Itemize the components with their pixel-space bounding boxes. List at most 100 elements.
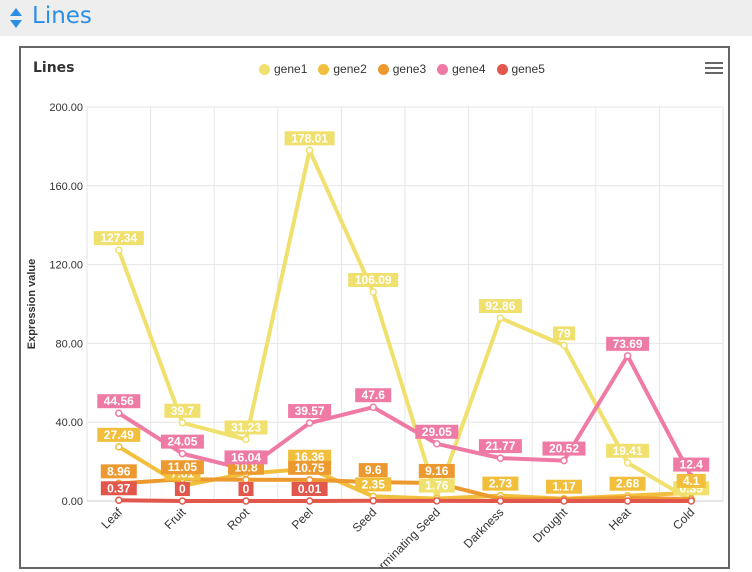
- data-point-gene5: [115, 496, 123, 505]
- chart-legend: gene1 gene2 gene3 gene4 gene5: [259, 60, 556, 78]
- legend-marker: [437, 63, 449, 75]
- series-line-gene4: [116, 353, 694, 479]
- data-point-gene4: [115, 409, 123, 417]
- data-point-gene5: [178, 497, 187, 505]
- svg-text:39.57: 39.57: [295, 404, 325, 418]
- data-label-gene4: 24.05: [160, 434, 204, 449]
- data-label-gene3: 9.6: [358, 463, 388, 478]
- legend-item-gene5[interactable]: gene5: [496, 60, 545, 78]
- sort-toggle-icon[interactable]: [9, 7, 23, 29]
- svg-text:2.35: 2.35: [362, 477, 386, 491]
- svg-text:2.68: 2.68: [616, 477, 640, 491]
- data-point-gene5: [496, 497, 505, 505]
- data-label-gene5: 0: [174, 482, 190, 496]
- data-point-gene1: [178, 419, 187, 427]
- legend-item-gene3[interactable]: gene3: [377, 60, 427, 78]
- data-label-gene5: 0: [238, 482, 254, 496]
- svg-text:1.17: 1.17: [552, 480, 576, 494]
- svg-text:19.41: 19.41: [613, 444, 643, 458]
- svg-text:0.01: 0.01: [298, 482, 322, 496]
- legend-marker: [259, 63, 270, 75]
- data-label-gene1: 79: [553, 326, 575, 341]
- data-label-gene4: 39.57: [288, 404, 332, 419]
- svg-text:16.04: 16.04: [231, 450, 261, 464]
- data-point-gene1: [369, 288, 377, 296]
- data-label-gene2: 27.49: [97, 427, 141, 442]
- y-tick-label: 80.00: [55, 338, 83, 350]
- chart-title: Lines: [33, 60, 75, 76]
- svg-text:2.73: 2.73: [489, 477, 513, 491]
- data-label-gene2: 2.73: [482, 476, 519, 491]
- data-label-gene2: 2.68: [609, 476, 646, 491]
- data-point-gene4: [496, 454, 505, 462]
- data-point-gene1: [623, 459, 632, 467]
- data-label-gene1: 1.76: [418, 478, 455, 493]
- data-label-gene2: 2.35: [355, 477, 392, 492]
- x-tick-label: Heat: [606, 505, 634, 533]
- svg-text:178.01: 178.01: [291, 131, 328, 145]
- data-point-gene1: [560, 341, 568, 350]
- page-title: Lines: [32, 3, 92, 29]
- data-label-gene3: 8.96: [100, 464, 137, 479]
- data-point-gene5: [369, 497, 377, 505]
- svg-text:21.77: 21.77: [485, 439, 515, 453]
- data-label-gene1: 19.41: [606, 443, 650, 458]
- data-point-gene1: [305, 146, 314, 155]
- svg-text:27.49: 27.49: [104, 428, 134, 442]
- svg-text:106.09: 106.09: [355, 273, 392, 287]
- x-tick-label: Darkness: [461, 505, 507, 551]
- svg-text:79: 79: [557, 326, 571, 340]
- data-label-gene4: 44.56: [97, 394, 141, 409]
- legend-item-gene2[interactable]: gene2: [318, 60, 367, 78]
- data-label-gene4: 73.69: [606, 336, 650, 351]
- page-header: Lines: [0, 0, 752, 36]
- data-label-gene1: 106.09: [348, 273, 399, 288]
- x-tick-label: Peel: [289, 505, 316, 532]
- svg-text:1.76: 1.76: [425, 479, 449, 493]
- x-tick-label: Root: [224, 505, 252, 533]
- x-tick-label: Leaf: [99, 505, 126, 532]
- data-point-gene4: [560, 456, 568, 465]
- svg-text:16.36: 16.36: [295, 450, 325, 464]
- data-label-gene4: 21.77: [478, 439, 522, 454]
- data-point-gene4: [623, 352, 632, 360]
- svg-text:92.86: 92.86: [485, 299, 515, 313]
- series-line-gene5: [116, 498, 694, 503]
- legend-label: gene2: [333, 62, 367, 76]
- y-tick-label: 200.00: [49, 102, 83, 114]
- data-label-gene1: 31.23: [224, 420, 268, 435]
- legend-label: gene3: [392, 62, 427, 76]
- svg-text:11.05: 11.05: [168, 460, 198, 474]
- svg-text:0: 0: [243, 482, 250, 496]
- hamburger-menu-icon[interactable]: [705, 62, 723, 76]
- series-line-gene1: [116, 148, 694, 503]
- data-point-gene1: [496, 314, 505, 322]
- svg-text:47.6: 47.6: [362, 388, 386, 402]
- data-label-gene4: 29.05: [415, 424, 459, 439]
- svg-text:9.16: 9.16: [425, 464, 449, 478]
- data-label-gene4: 20.52: [542, 441, 586, 456]
- data-label-gene4: 12.4: [673, 457, 710, 472]
- legend-item-gene4[interactable]: gene4: [437, 60, 486, 78]
- legend-label: gene1: [274, 62, 308, 76]
- svg-text:4.1: 4.1: [683, 474, 700, 488]
- svg-text:127.34: 127.34: [100, 231, 137, 245]
- data-label-gene1: 92.86: [478, 299, 522, 314]
- svg-text:9.6: 9.6: [365, 463, 382, 477]
- y-axis-label: Expression value: [26, 259, 38, 350]
- data-point-gene2: [115, 443, 123, 451]
- data-label-gene5: 0.01: [291, 481, 328, 496]
- data-point-gene1: [242, 435, 250, 444]
- legend-label: gene4: [452, 62, 486, 76]
- data-label-gene5: 0.37: [100, 481, 137, 496]
- data-label-gene1: 39.7: [164, 403, 201, 418]
- data-label-gene3: 9.16: [418, 463, 455, 478]
- chart-panel: 0.00 40.00 80.00 120.00 160.00 200.00 Leaf Frui…: [19, 46, 730, 569]
- svg-text:20.52: 20.52: [549, 442, 579, 456]
- svg-text:29.05: 29.05: [422, 425, 452, 439]
- legend-item-gene1[interactable]: gene1: [259, 60, 307, 78]
- svg-text:0: 0: [179, 482, 186, 496]
- legend-marker: [318, 63, 330, 75]
- svg-text:39.7: 39.7: [171, 404, 195, 418]
- series-line-gene3: [116, 477, 694, 502]
